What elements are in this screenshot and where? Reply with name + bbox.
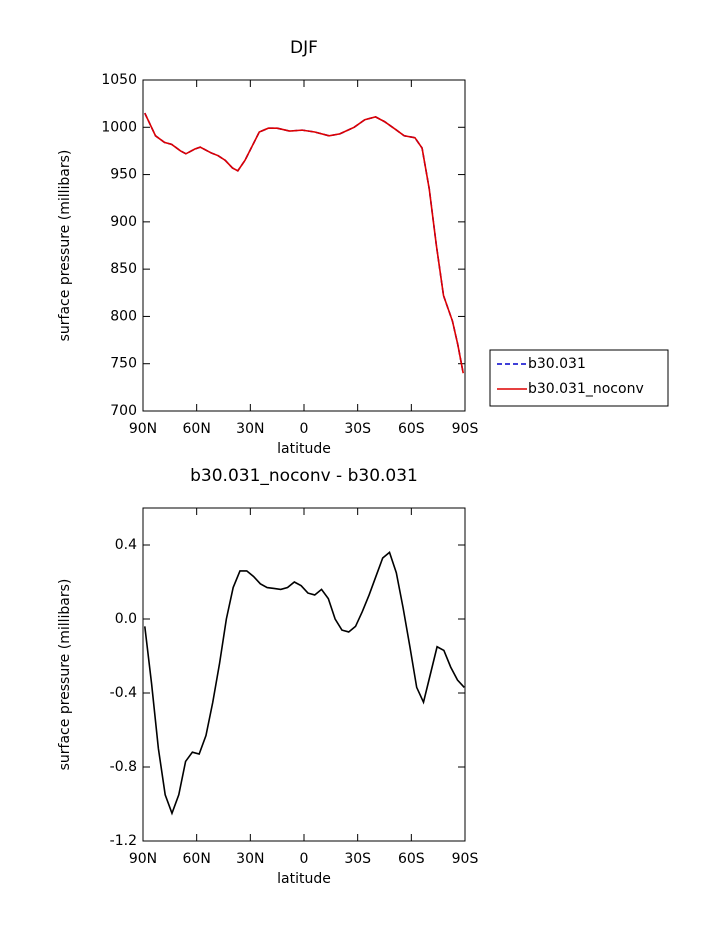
x-tick-label: 30S bbox=[344, 851, 371, 867]
data-line bbox=[143, 551, 465, 816]
x-tick-label: 90N bbox=[129, 851, 157, 867]
x-tick-label: 30N bbox=[236, 421, 264, 437]
y-tick-label: 1000 bbox=[101, 119, 137, 135]
x-tick-label: 0 bbox=[300, 851, 309, 867]
x-tick-label: 90N bbox=[129, 421, 157, 437]
y-tick-label: -0.4 bbox=[110, 685, 137, 701]
x-tick-label: 90S bbox=[452, 851, 479, 867]
y-tick-label: -0.8 bbox=[110, 759, 137, 775]
legend-label: b30.031 bbox=[528, 356, 586, 372]
y-tick-label: -1.2 bbox=[110, 833, 137, 849]
x-tick-label: 60N bbox=[183, 421, 211, 437]
x-tick-label: 0 bbox=[300, 421, 309, 437]
x-axis-label: latitude bbox=[277, 871, 331, 887]
y-tick-label: 800 bbox=[110, 308, 137, 324]
plot-frame bbox=[142, 507, 466, 842]
y-tick-label: 1050 bbox=[101, 72, 137, 88]
y-tick-label: 750 bbox=[110, 356, 137, 372]
x-tick-label: 30N bbox=[236, 851, 264, 867]
legend-label: b30.031_noconv bbox=[528, 381, 644, 397]
x-tick-label: 60S bbox=[398, 851, 425, 867]
x-tick-label: 60S bbox=[398, 421, 425, 437]
y-tick-label: 950 bbox=[110, 167, 137, 183]
data-line bbox=[144, 112, 464, 374]
x-tick-label: 60N bbox=[183, 851, 211, 867]
y-tick-label: 0.4 bbox=[115, 537, 137, 553]
chart-title: b30.031_noconv - b30.031 bbox=[190, 466, 418, 486]
legend: b30.031 b30.031_noconv bbox=[489, 349, 669, 407]
y-tick-label: 850 bbox=[110, 261, 137, 277]
y-axis-label: surface pressure (millibars) bbox=[57, 150, 73, 342]
x-axis-label: latitude bbox=[277, 441, 331, 457]
x-tick-label: 90S bbox=[452, 421, 479, 437]
chart-title: DJF bbox=[290, 38, 318, 58]
y-tick-label: 0.0 bbox=[115, 611, 137, 627]
y-axis-label: surface pressure (millibars) bbox=[57, 579, 73, 771]
y-tick-label: 900 bbox=[110, 214, 137, 230]
y-tick-label: 700 bbox=[110, 403, 137, 419]
x-tick-label: 30S bbox=[344, 421, 371, 437]
legend-box bbox=[489, 349, 669, 407]
data-line bbox=[144, 112, 464, 374]
